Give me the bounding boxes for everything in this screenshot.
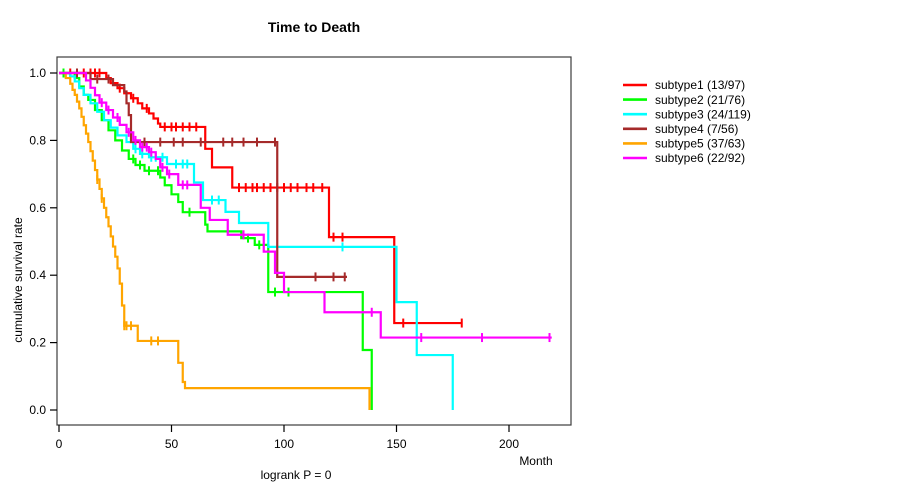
curve-subtype4 [59,71,347,278]
x-tick-label: 150 [386,437,406,451]
x-axis-label: Month [519,454,552,468]
x-tick-label: 50 [165,437,179,451]
legend-item-subtype3: subtype3 (24/119) [623,107,751,121]
series-subtype3 [59,71,454,410]
legend-item-subtype6: subtype6 (22/92) [623,151,745,165]
curve-subtype5 [59,71,371,410]
plot-box [56,56,572,426]
chart-title: Time to Death [268,19,360,35]
series-subtype6 [59,71,552,343]
curve-subtype2 [59,71,373,410]
legend: subtype1 (13/97)subtype2 (21/76)subtype3… [623,78,751,165]
y-tick-label: 0.0 [29,403,46,417]
legend-label-subtype3: subtype3 (24/119) [655,107,751,121]
legend-item-subtype4: subtype4 (7/56) [623,122,738,136]
y-tick-label: 0.6 [29,201,46,215]
series-subtype4 [59,68,347,282]
legend-item-subtype2: subtype2 (21/76) [623,93,745,107]
legend-item-subtype5: subtype5 (37/63) [623,137,745,151]
x-tick-label: 200 [499,437,519,451]
y-tick-label: 0.2 [29,336,46,350]
legend-label-subtype1: subtype1 (13/97) [655,78,745,92]
legend-item-subtype1: subtype1 (13/97) [623,78,745,92]
y-axis-label: cumulative survival rate [11,217,25,343]
legend-label-subtype6: subtype6 (22/92) [655,151,745,165]
y-tick-label: 0.4 [29,268,46,282]
series-subtype2 [59,68,373,410]
series-subtype1 [59,68,463,328]
curve-subtype6 [59,71,552,339]
legend-label-subtype4: subtype4 (7/56) [655,122,738,136]
curve-subtype3 [59,71,454,410]
logrank-annotation: logrank P = 0 [261,468,332,482]
legend-label-subtype5: subtype5 (37/63) [655,137,745,151]
legend-label-subtype2: subtype2 (21/76) [655,93,745,107]
series-subtype5 [59,71,371,410]
y-tick-label: 1.0 [29,66,46,80]
plot-layer: 0 50 100 150 200 0.0 0.2 0.4 0.6 0.8 1.0 [29,56,572,451]
y-tick-label: 0.8 [29,133,46,147]
x-tick-label: 100 [274,437,294,451]
curve-subtype1 [59,71,462,325]
x-tick-label: 0 [56,437,63,451]
